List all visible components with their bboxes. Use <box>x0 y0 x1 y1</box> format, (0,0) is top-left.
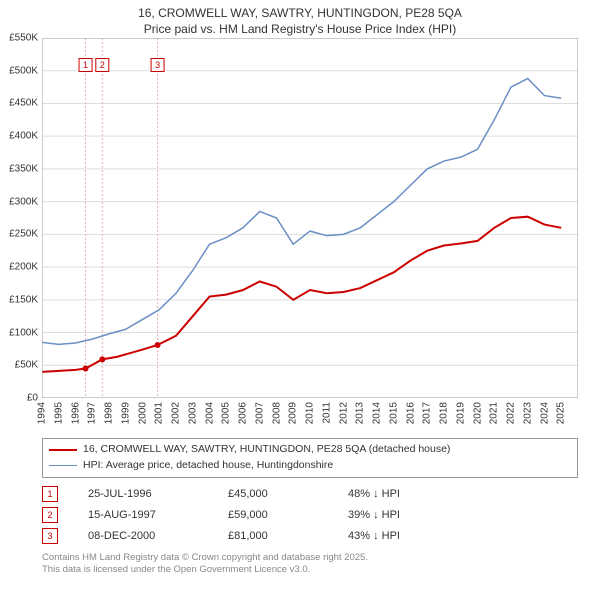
svg-text:2: 2 <box>100 60 105 70</box>
y-tick-label: £200K <box>9 262 38 273</box>
event-price: £45,000 <box>228 488 348 500</box>
y-tick-label: £250K <box>9 229 38 240</box>
x-tick-label: 2021 <box>489 402 500 424</box>
event-row: 3 08-DEC-2000£81,00043% ↓ HPI <box>42 525 578 546</box>
legend: 16, CROMWELL WAY, SAWTRY, HUNTINGDON, PE… <box>42 438 578 478</box>
x-tick-label: 2009 <box>288 402 299 424</box>
y-tick-label: £100K <box>9 327 38 338</box>
events-table: 1 25-JUL-1996£45,00048% ↓ HPI 2 15-AUG-1997… <box>42 483 578 546</box>
x-tick-label: 2004 <box>204 402 215 424</box>
x-tick-label: 2020 <box>472 402 483 424</box>
event-date: 25-JUL-1996 <box>88 488 228 500</box>
plot-area: 1 2 3 <box>42 38 578 398</box>
svg-text:1: 1 <box>83 60 88 70</box>
event-date: 15-AUG-1997 <box>88 509 228 521</box>
event-price: £59,000 <box>228 509 348 521</box>
footer-line2: This data is licensed under the Open Gov… <box>42 564 310 575</box>
x-tick-label: 1998 <box>104 402 115 424</box>
event-diff: 39% ↓ HPI <box>348 509 468 521</box>
y-tick-label: £50K <box>15 360 38 371</box>
x-tick-label: 2016 <box>405 402 416 424</box>
x-tick-label: 2008 <box>271 402 282 424</box>
x-tick-label: 2013 <box>355 402 366 424</box>
y-tick-label: £500K <box>9 65 38 76</box>
legend-swatch <box>49 465 77 466</box>
x-tick-label: 2019 <box>455 402 466 424</box>
y-tick-label: £300K <box>9 196 38 207</box>
x-tick-label: 2011 <box>321 402 332 424</box>
event-marker-box: 3 <box>42 528 58 544</box>
x-tick-label: 2006 <box>238 402 249 424</box>
x-tick-label: 2012 <box>338 402 349 424</box>
y-tick-label: £550K <box>9 33 38 44</box>
x-tick-label: 1999 <box>120 402 131 424</box>
title-line2: Price paid vs. HM Land Registry's House … <box>144 22 456 36</box>
title-line1: 16, CROMWELL WAY, SAWTRY, HUNTINGDON, PE… <box>138 6 462 20</box>
event-marker-box: 2 <box>42 507 58 523</box>
event-marker-box: 1 <box>42 486 58 502</box>
legend-item: HPI: Average price, detached house, Hunt… <box>49 458 571 474</box>
x-tick-label: 2015 <box>388 402 399 424</box>
x-tick-label: 1995 <box>53 402 64 424</box>
chart-svg: 1 2 3 <box>42 38 578 398</box>
event-price: £81,000 <box>228 530 348 542</box>
x-tick-label: 2002 <box>171 402 182 424</box>
x-tick-label: 2022 <box>506 402 517 424</box>
legend-swatch <box>49 449 77 451</box>
footer-line1: Contains HM Land Registry data © Crown c… <box>42 552 368 563</box>
x-tick-label: 2018 <box>439 402 450 424</box>
x-tick-label: 1997 <box>87 402 98 424</box>
x-tick-label: 2007 <box>254 402 265 424</box>
chart-title: 16, CROMWELL WAY, SAWTRY, HUNTINGDON, PE… <box>0 0 600 37</box>
event-row: 2 15-AUG-1997£59,00039% ↓ HPI <box>42 504 578 525</box>
event-row: 1 25-JUL-1996£45,00048% ↓ HPI <box>42 483 578 504</box>
x-tick-label: 2025 <box>556 402 567 424</box>
x-tick-label: 2010 <box>305 402 316 424</box>
x-tick-label: 2005 <box>221 402 232 424</box>
event-diff: 48% ↓ HPI <box>348 488 468 500</box>
x-tick-label: 2003 <box>187 402 198 424</box>
svg-text:3: 3 <box>155 60 160 70</box>
y-tick-label: £450K <box>9 98 38 109</box>
legend-item: 16, CROMWELL WAY, SAWTRY, HUNTINGDON, PE… <box>49 442 571 458</box>
event-date: 08-DEC-2000 <box>88 530 228 542</box>
event-diff: 43% ↓ HPI <box>348 530 468 542</box>
x-tick-label: 2017 <box>422 402 433 424</box>
x-tick-label: 2001 <box>154 402 165 424</box>
x-axis: 1994199519961997199819992000200120022003… <box>42 400 578 440</box>
legend-label: 16, CROMWELL WAY, SAWTRY, HUNTINGDON, PE… <box>83 442 450 458</box>
y-tick-label: £150K <box>9 294 38 305</box>
footer: Contains HM Land Registry data © Crown c… <box>42 552 368 577</box>
x-tick-label: 2024 <box>539 402 550 424</box>
x-tick-label: 2000 <box>137 402 148 424</box>
y-tick-label: £350K <box>9 163 38 174</box>
y-tick-label: £400K <box>9 131 38 142</box>
x-tick-label: 1996 <box>70 402 81 424</box>
y-axis: £0£50K£100K£150K£200K£250K£300K£350K£400… <box>0 38 40 398</box>
x-tick-label: 2023 <box>522 402 533 424</box>
x-tick-label: 2014 <box>372 402 383 424</box>
x-tick-label: 1994 <box>37 402 48 424</box>
legend-label: HPI: Average price, detached house, Hunt… <box>83 458 333 474</box>
chart-container: 16, CROMWELL WAY, SAWTRY, HUNTINGDON, PE… <box>0 0 600 590</box>
